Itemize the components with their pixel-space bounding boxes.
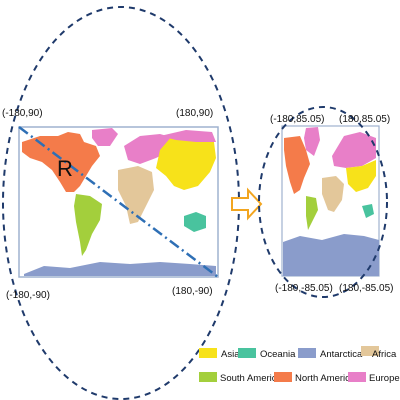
legend-swatch bbox=[348, 372, 366, 382]
legend-label: Antarctica bbox=[320, 349, 363, 360]
left-label-top-left: (-180,90) bbox=[2, 108, 43, 119]
left-europe bbox=[124, 134, 174, 164]
legend-swatch bbox=[199, 372, 217, 382]
right-label-bottom-left: (-180,-85.05) bbox=[275, 283, 333, 294]
legend-item-africa: Africa bbox=[361, 346, 397, 360]
right-world-map bbox=[281, 125, 380, 277]
left-label-bottom-right: (180,-90) bbox=[172, 286, 213, 297]
left-north-america bbox=[22, 132, 100, 192]
legend-swatch bbox=[274, 372, 292, 382]
right-europe bbox=[332, 132, 376, 168]
legend-label: Africa bbox=[372, 349, 397, 360]
left-oceania bbox=[184, 212, 206, 232]
legend-item-south-america: South America bbox=[199, 372, 282, 384]
legend-item-oceania: Oceania bbox=[238, 348, 296, 360]
right-oceania bbox=[362, 204, 374, 218]
legend-label: Oceania bbox=[260, 349, 296, 360]
legend-label: South America bbox=[220, 373, 282, 384]
legend-label: Europe bbox=[369, 373, 400, 384]
left-antarctica bbox=[24, 262, 216, 276]
right-north-america bbox=[284, 136, 310, 194]
legend-swatch bbox=[199, 348, 217, 358]
legend-swatch bbox=[298, 348, 316, 358]
right-label-top-right: (180,85.05) bbox=[339, 114, 390, 125]
right-dashed-circle bbox=[258, 106, 388, 298]
legend-swatch bbox=[238, 348, 256, 358]
legend: Asia Oceania Antarctica Africa South Ame… bbox=[199, 346, 400, 384]
legend-item-europe: Europe bbox=[348, 372, 400, 384]
right-antarctica bbox=[283, 234, 379, 276]
legend-label: Asia bbox=[221, 349, 240, 360]
left-north-asia bbox=[160, 130, 216, 142]
right-greenland bbox=[304, 127, 320, 156]
transform-arrow-icon bbox=[231, 187, 263, 221]
legend-item-antarctica: Antarctica bbox=[298, 348, 363, 360]
right-label-top-left: (-180,85.05) bbox=[270, 114, 324, 125]
legend-item-asia: Asia bbox=[199, 348, 240, 360]
legend-item-north-america: North America bbox=[274, 372, 356, 384]
right-label-bottom-right: (180,-85.05) bbox=[339, 283, 393, 294]
radius-label: R bbox=[57, 156, 73, 181]
left-greenland bbox=[92, 128, 118, 146]
left-label-bottom-left: (-180,-90) bbox=[6, 290, 50, 301]
left-south-america bbox=[74, 194, 102, 256]
legend-swatch bbox=[361, 346, 379, 356]
legend-label: North America bbox=[295, 373, 356, 384]
left-asia bbox=[156, 136, 216, 190]
right-africa bbox=[322, 176, 344, 212]
left-label-top-right: (180,90) bbox=[176, 108, 213, 119]
right-south-america bbox=[306, 196, 318, 230]
left-world-map: R bbox=[18, 126, 219, 278]
right-asia bbox=[346, 160, 376, 192]
